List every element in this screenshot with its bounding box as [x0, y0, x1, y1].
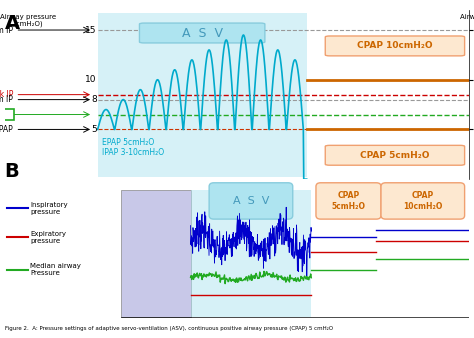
- Text: Expiratory
pressure: Expiratory pressure: [30, 231, 66, 244]
- Text: B: B: [5, 162, 19, 181]
- Text: Airway pressure: Airway pressure: [0, 14, 56, 20]
- FancyBboxPatch shape: [0, 109, 14, 120]
- Text: Figure 2.  A: Pressure settings of adaptive servo-ventilation (ASV), continuous : Figure 2. A: Pressure settings of adapti…: [5, 326, 333, 331]
- Text: Median peak IP: Median peak IP: [0, 90, 13, 99]
- FancyBboxPatch shape: [381, 183, 465, 219]
- Text: (cmH₂O): (cmH₂O): [13, 20, 43, 27]
- FancyBboxPatch shape: [325, 145, 465, 165]
- FancyBboxPatch shape: [139, 23, 265, 43]
- Text: CPAP
10cmH₂O: CPAP 10cmH₂O: [403, 191, 443, 211]
- Text: Inspiratory
pressure: Inspiratory pressure: [30, 202, 68, 215]
- Text: (cmH₂O): (cmH₂O): [473, 20, 474, 27]
- FancyBboxPatch shape: [209, 183, 293, 219]
- Text: 8: 8: [91, 95, 97, 104]
- Text: A: A: [5, 14, 20, 32]
- FancyBboxPatch shape: [121, 190, 191, 317]
- Text: Median airway
Pressure: Median airway Pressure: [30, 264, 81, 276]
- Text: EPAP 5cmH₂O
IPAP 3-10cmH₂O: EPAP 5cmH₂O IPAP 3-10cmH₂O: [102, 138, 164, 157]
- FancyBboxPatch shape: [98, 13, 307, 177]
- Text: A  S  V: A S V: [233, 196, 269, 206]
- Text: 0: 0: [95, 187, 100, 197]
- Text: 10: 10: [85, 75, 97, 84]
- Text: CPAP 10cmH₂O: CPAP 10cmH₂O: [357, 42, 433, 50]
- Text: Airway pressure: Airway pressure: [460, 14, 474, 20]
- Text: EPAP: EPAP: [0, 125, 13, 134]
- Text: 15: 15: [85, 26, 97, 34]
- FancyBboxPatch shape: [325, 36, 465, 56]
- FancyBboxPatch shape: [191, 190, 311, 317]
- Text: Maximum IP: Maximum IP: [0, 26, 13, 34]
- Text: 5: 5: [91, 125, 97, 134]
- Text: CPAP
5cmH₂O: CPAP 5cmH₂O: [331, 191, 365, 211]
- Text: A  S  V: A S V: [182, 26, 223, 40]
- FancyBboxPatch shape: [316, 183, 381, 219]
- Text: CPAP 5cmH₂O: CPAP 5cmH₂O: [360, 151, 430, 160]
- Text: Minimum IP: Minimum IP: [0, 95, 13, 104]
